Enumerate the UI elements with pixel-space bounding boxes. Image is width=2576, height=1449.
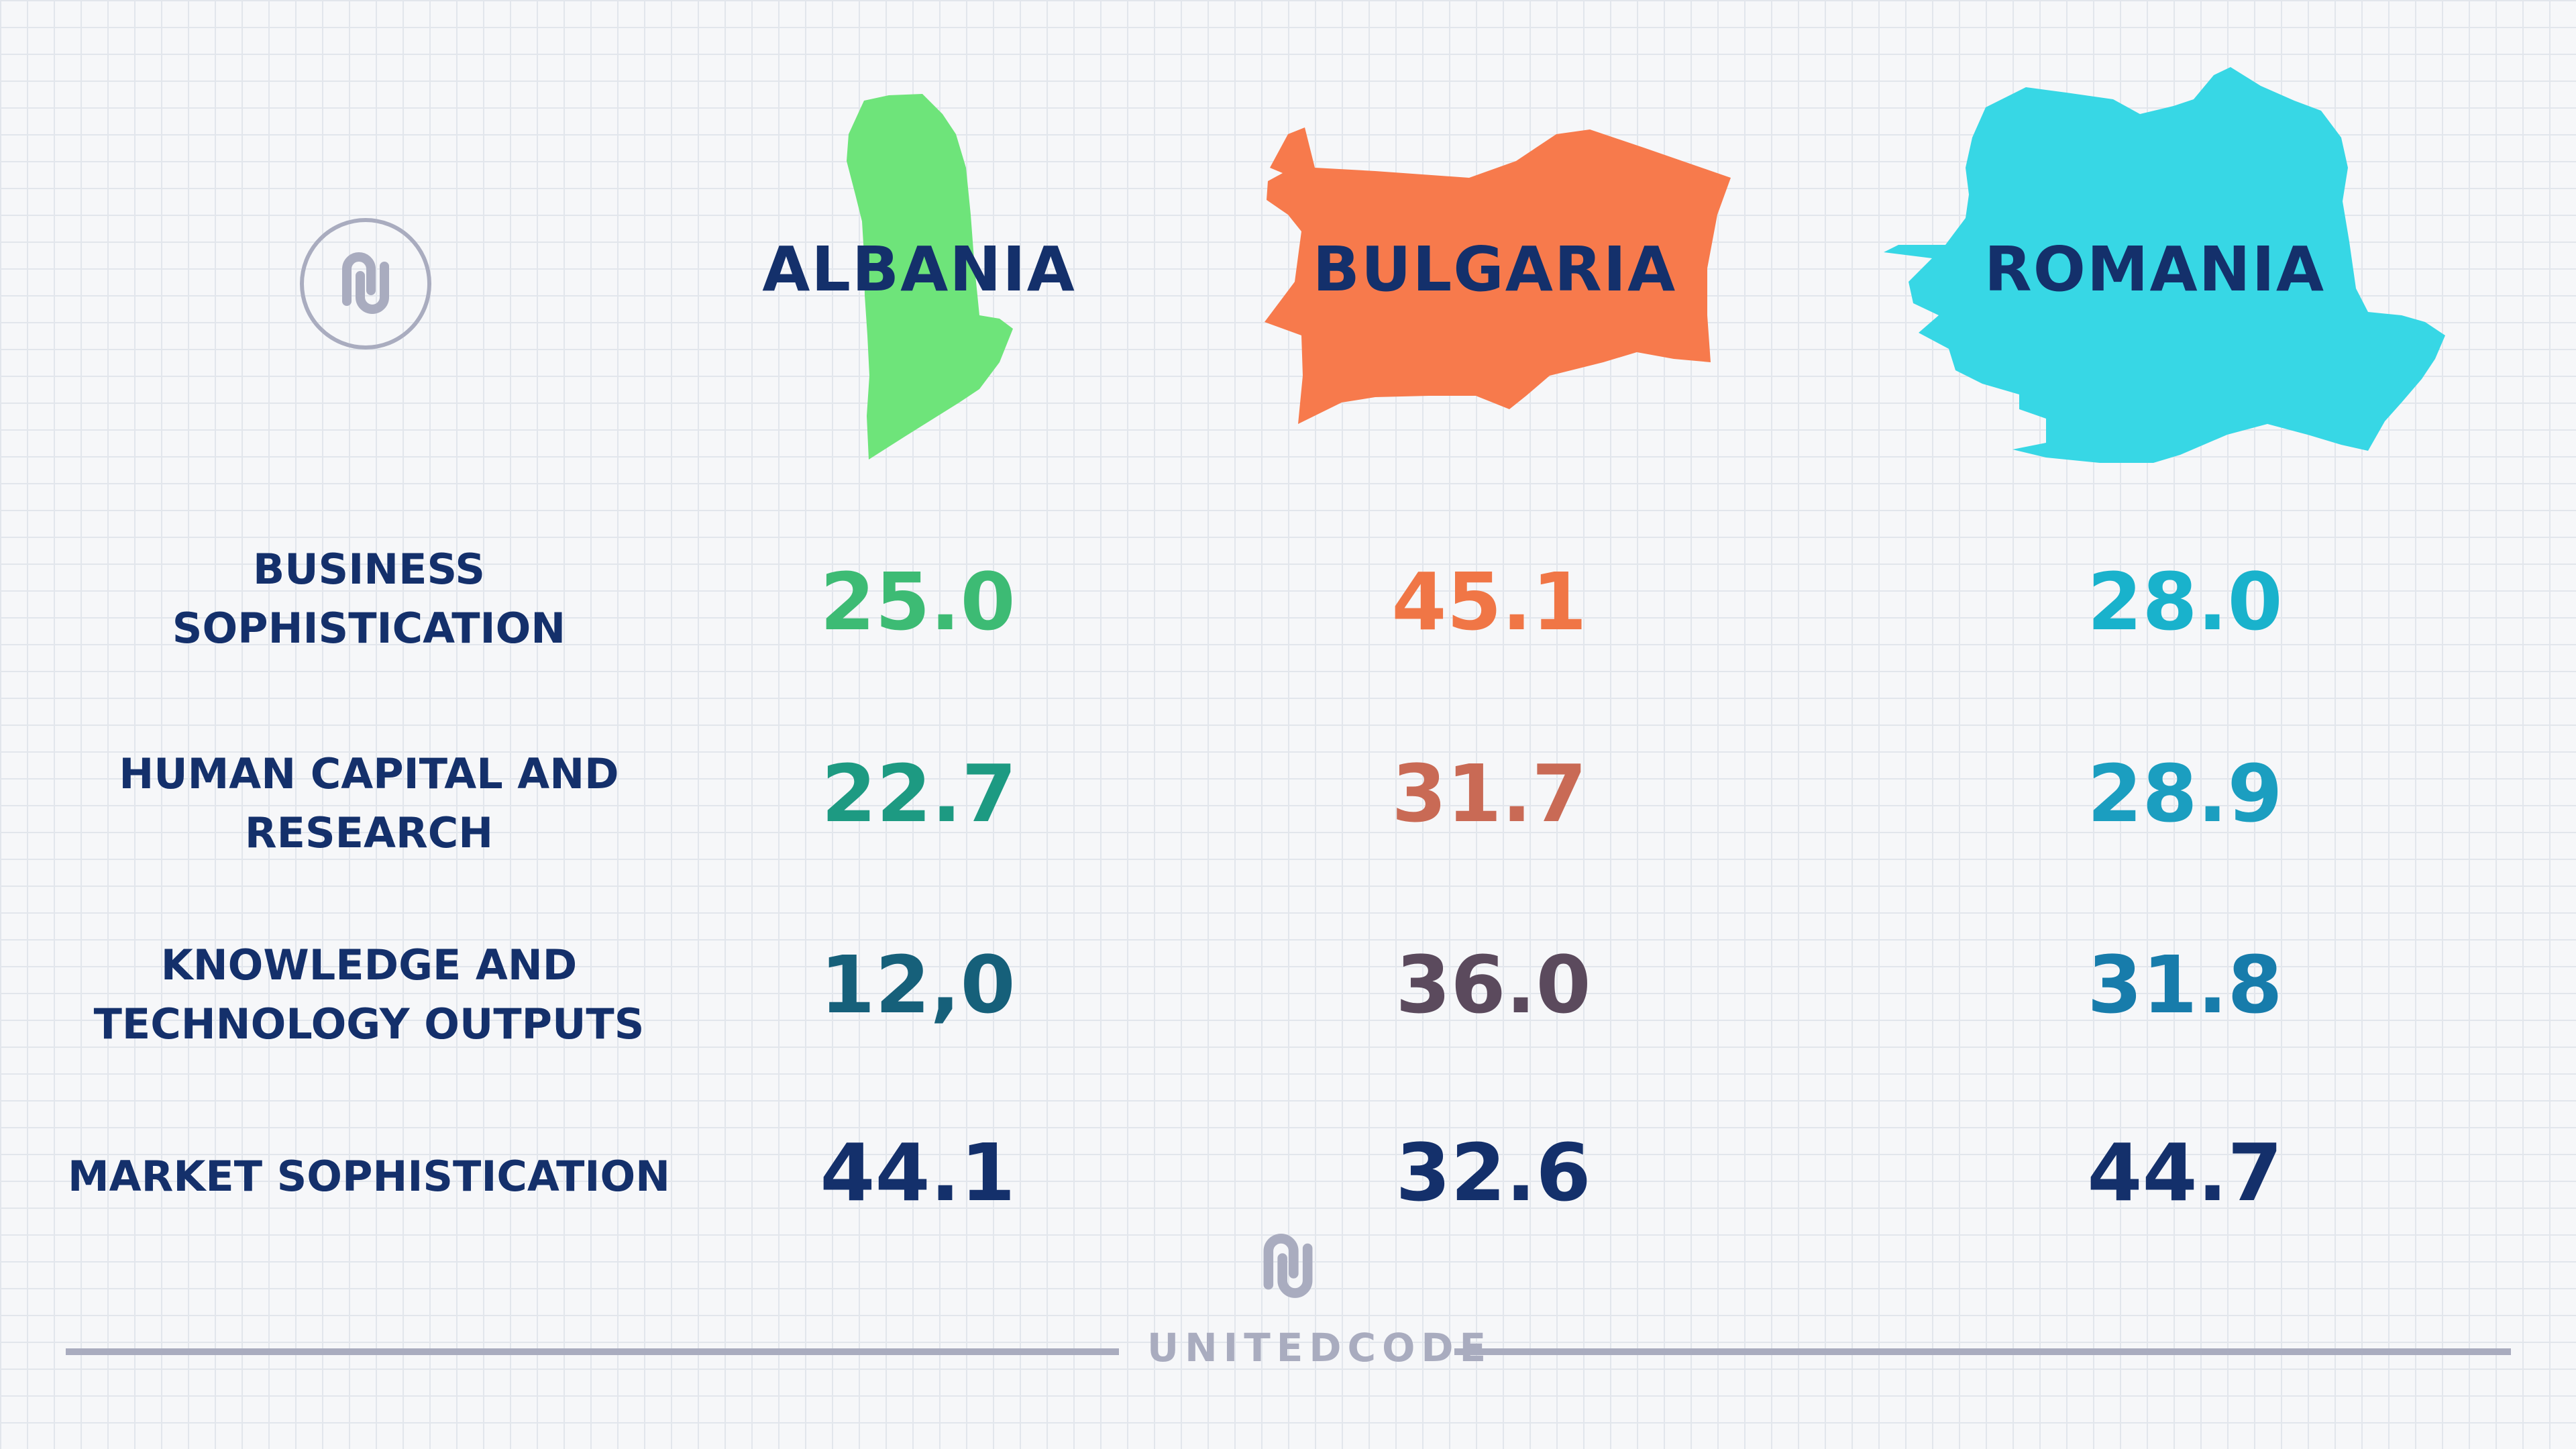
value-bulgaria-human-capital: 31.7 bbox=[1391, 747, 1587, 840]
footer-brand: UNITEDCODE bbox=[1147, 1325, 1493, 1371]
value-albania-business: 25.0 bbox=[820, 555, 1016, 648]
value-romania-knowledge: 31.8 bbox=[2087, 938, 2283, 1031]
row-label-knowledge-technology: KNOWLEDGE AND TECHNOLOGY OUTPUTS bbox=[93, 941, 645, 1049]
row-label-market-sophistication: MARKET SOPHISTICATION bbox=[67, 1152, 671, 1201]
bulgaria-map-icon bbox=[1265, 127, 1731, 424]
row-label-business-sophistication: BUSINESS SOPHISTICATION bbox=[172, 545, 566, 653]
footer-logo-icon bbox=[1254, 1229, 1322, 1307]
value-albania-knowledge: 12,0 bbox=[820, 938, 1016, 1031]
value-albania-human-capital: 22.7 bbox=[821, 747, 1017, 840]
column-header-romania: ROMANIA bbox=[1984, 233, 2326, 305]
value-albania-market: 44.1 bbox=[820, 1126, 1016, 1219]
column-header-albania: ALBANIA bbox=[762, 233, 1076, 305]
value-romania-business: 28.0 bbox=[2087, 555, 2283, 648]
footer-divider-right bbox=[1454, 1348, 2511, 1355]
albania-map-icon bbox=[847, 94, 1013, 460]
value-bulgaria-knowledge: 36.0 bbox=[1395, 938, 1591, 1031]
value-romania-human-capital: 28.9 bbox=[2087, 747, 2283, 840]
value-bulgaria-business: 45.1 bbox=[1391, 555, 1587, 648]
footer-divider-left bbox=[66, 1348, 1119, 1355]
column-header-bulgaria: BULGARIA bbox=[1312, 233, 1677, 305]
row-label-human-capital: HUMAN CAPITAL AND RESEARCH bbox=[119, 749, 619, 857]
unitedcode-logo-icon bbox=[300, 218, 431, 350]
value-romania-market: 44.7 bbox=[2087, 1126, 2283, 1219]
romania-map-icon bbox=[1884, 67, 2445, 463]
value-bulgaria-market: 32.6 bbox=[1395, 1126, 1591, 1219]
